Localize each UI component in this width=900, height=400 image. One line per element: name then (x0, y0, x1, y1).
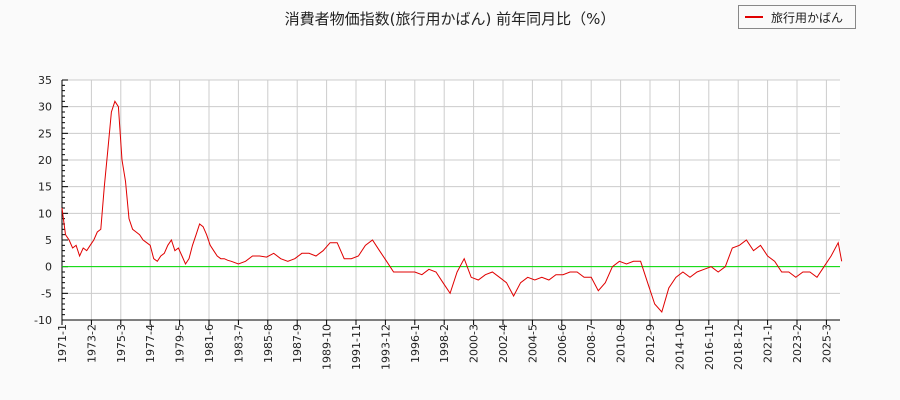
y-tick-label: 25 (38, 127, 52, 140)
x-tick-label: 1979-5 (174, 324, 187, 363)
y-tick-label: 30 (38, 101, 52, 114)
x-tick-label: 1981-6 (203, 324, 216, 363)
legend-label: 旅行用かばん (771, 10, 844, 25)
x-tick-label: 1985-8 (262, 324, 275, 363)
x-tick-label: 2025-3 (820, 324, 833, 363)
x-tick-label: 1991-11 (350, 324, 363, 370)
x-tick-label: 2012-9 (644, 324, 657, 363)
x-tick-label: 1973-2 (85, 324, 98, 363)
chart-title: 消費者物価指数(旅行用かばん) 前年同月比（%） (284, 10, 616, 28)
x-tick-label: 2021-1 (762, 324, 775, 363)
x-tick-label: 2006-6 (556, 324, 569, 363)
x-tick-label: 1989-10 (321, 324, 334, 370)
x-tick-label: 2018-12 (732, 324, 745, 370)
x-tick-label: 1998-2 (438, 324, 451, 363)
y-tick-label: 20 (38, 154, 52, 167)
x-tick-label: 1975-3 (115, 324, 128, 363)
y-tick-label: -5 (41, 287, 52, 300)
legend-line-icon (745, 16, 763, 18)
x-tick-label: 2000-3 (468, 324, 481, 363)
x-tick-label: 2008-7 (585, 324, 598, 363)
y-tick-label: 10 (38, 207, 52, 220)
y-tick-label: 0 (45, 261, 52, 274)
x-tick-label: 2023-2 (791, 324, 804, 363)
x-tick-label: 1996-1 (409, 324, 422, 363)
plot-area (62, 80, 840, 320)
x-tick-label: 2002-4 (497, 324, 510, 363)
series-line (61, 100, 843, 314)
x-tick-label: 1971-1 (56, 324, 69, 363)
x-tick-label: 1983-7 (232, 324, 245, 363)
x-tick-label: 1987-9 (291, 324, 304, 363)
legend: 旅行用かばん (738, 5, 856, 29)
y-tick-label: 35 (38, 74, 52, 87)
x-tick-label: 2016-11 (703, 324, 716, 370)
y-tick-label: -10 (34, 314, 52, 327)
x-tick-label: 1977-4 (144, 324, 157, 363)
x-tick-label: 2004-5 (526, 324, 539, 363)
x-tick-label: 2014-10 (673, 324, 686, 370)
y-tick-label: 5 (45, 234, 52, 247)
x-tick-label: 2010-8 (615, 324, 628, 363)
x-tick-label: 1993-12 (379, 324, 392, 370)
y-tick-label: 15 (38, 181, 52, 194)
